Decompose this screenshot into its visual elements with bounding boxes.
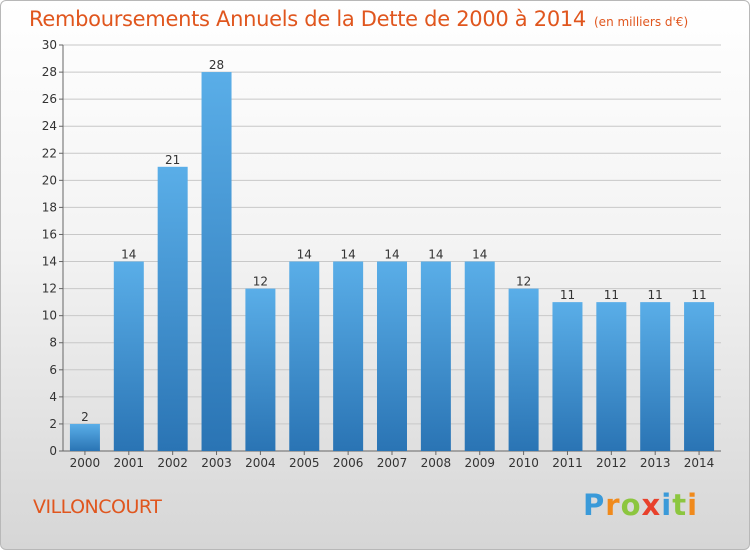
data-label: 28 bbox=[209, 58, 224, 72]
labels: 0246810121416182022242628302200014200121… bbox=[42, 38, 715, 470]
bars bbox=[69, 72, 715, 452]
x-tick-label: 2000 bbox=[70, 456, 101, 470]
y-tick-label: 6 bbox=[49, 363, 57, 377]
y-tick-label: 4 bbox=[49, 390, 57, 404]
bar bbox=[420, 261, 451, 451]
x-tick-label: 2012 bbox=[596, 456, 627, 470]
y-tick-label: 18 bbox=[42, 200, 57, 214]
bar bbox=[684, 302, 715, 451]
logo-letter: P bbox=[583, 488, 606, 522]
data-label: 11 bbox=[604, 288, 619, 302]
data-label: 14 bbox=[384, 248, 399, 262]
logo-letter: i bbox=[687, 488, 699, 522]
data-label: 12 bbox=[516, 275, 531, 289]
logo-letter: i bbox=[661, 488, 673, 522]
x-tick-label: 2005 bbox=[289, 456, 320, 470]
x-tick-label: 2014 bbox=[684, 456, 715, 470]
bar bbox=[596, 302, 627, 451]
y-tick-label: 24 bbox=[42, 119, 57, 133]
bar bbox=[69, 423, 100, 451]
x-tick-label: 2007 bbox=[377, 456, 408, 470]
x-tick-label: 2003 bbox=[201, 456, 232, 470]
chart-title-text: Remboursements Annuels de la Dette de 20… bbox=[29, 7, 586, 31]
data-label: 2 bbox=[81, 410, 89, 424]
y-tick-label: 2 bbox=[49, 417, 57, 431]
bar bbox=[640, 302, 671, 451]
data-label: 12 bbox=[253, 275, 268, 289]
bar bbox=[508, 288, 539, 451]
data-label: 14 bbox=[472, 248, 487, 262]
data-label: 14 bbox=[297, 248, 312, 262]
y-tick-label: 12 bbox=[42, 282, 57, 296]
logo-letter: t bbox=[672, 488, 688, 522]
y-tick-label: 30 bbox=[42, 38, 57, 52]
chart-title: Remboursements Annuels de la Dette de 20… bbox=[29, 7, 688, 31]
bar bbox=[552, 302, 583, 451]
bar bbox=[333, 261, 364, 451]
chart-unit-label: (en milliers d'€) bbox=[594, 15, 689, 29]
bar bbox=[201, 72, 232, 452]
y-tick-label: 20 bbox=[42, 173, 57, 187]
proxiti-logo: Proxiti bbox=[583, 488, 698, 522]
data-label: 21 bbox=[165, 153, 180, 167]
y-tick-label: 28 bbox=[42, 65, 57, 79]
bar bbox=[289, 261, 320, 451]
data-label: 14 bbox=[340, 248, 355, 262]
x-tick-label: 2004 bbox=[245, 456, 276, 470]
y-tick-label: 0 bbox=[49, 444, 57, 458]
bar bbox=[245, 288, 276, 451]
x-tick-label: 2011 bbox=[552, 456, 583, 470]
y-tick-label: 10 bbox=[42, 309, 57, 323]
bar bbox=[377, 261, 407, 451]
bar bbox=[157, 166, 188, 452]
logo-letter: o bbox=[620, 488, 642, 522]
data-label: 11 bbox=[648, 288, 663, 302]
data-label: 11 bbox=[560, 288, 575, 302]
data-label: 14 bbox=[121, 248, 136, 262]
data-label: 11 bbox=[691, 288, 706, 302]
y-tick-label: 22 bbox=[42, 146, 57, 160]
y-tick-label: 16 bbox=[42, 227, 57, 241]
x-tick-label: 2013 bbox=[640, 456, 671, 470]
x-tick-label: 2006 bbox=[333, 456, 364, 470]
y-tick-label: 8 bbox=[49, 336, 57, 350]
x-tick-label: 2008 bbox=[421, 456, 452, 470]
commune-name: VILLONCOURT bbox=[33, 496, 162, 518]
x-tick-label: 2010 bbox=[508, 456, 539, 470]
data-label: 14 bbox=[428, 248, 443, 262]
x-tick-label: 2002 bbox=[157, 456, 188, 470]
logo-letter: r bbox=[605, 488, 621, 522]
y-tick-label: 26 bbox=[42, 92, 57, 106]
x-tick-label: 2009 bbox=[464, 456, 495, 470]
bar bbox=[464, 261, 495, 451]
x-tick-label: 2001 bbox=[114, 456, 145, 470]
y-tick-label: 14 bbox=[42, 255, 57, 269]
bar bbox=[113, 261, 144, 451]
logo-letter: x bbox=[641, 488, 662, 522]
